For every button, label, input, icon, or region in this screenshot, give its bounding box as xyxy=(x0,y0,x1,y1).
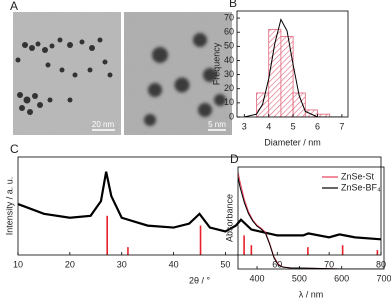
x-tick-label: 60 xyxy=(272,259,282,269)
panel-label: B xyxy=(229,0,237,10)
bar xyxy=(280,36,294,117)
x-axis-title: 2θ / ° xyxy=(189,275,211,285)
y-tick-label: 50 xyxy=(224,41,234,51)
y-tick-label: 70 xyxy=(224,12,234,22)
plot-area xyxy=(238,171,384,269)
x-tick-label: 80 xyxy=(376,259,386,269)
legend-label: ZnSe-BF₄ xyxy=(341,182,381,192)
x-axis-title: Diameter / nm xyxy=(264,137,321,147)
x-tick-label: 50 xyxy=(220,259,230,269)
x-tick-label: 20 xyxy=(65,259,75,269)
panel-label: C xyxy=(10,142,19,156)
x-tick-label: 400 xyxy=(250,273,265,283)
y-tick-label: 30 xyxy=(224,69,234,79)
scale-bar-label: 20 nm xyxy=(92,120,115,129)
bar xyxy=(304,109,318,117)
x-tick-label: 70 xyxy=(324,259,334,269)
x-axis-title: λ / nm xyxy=(299,289,324,299)
bar xyxy=(292,92,306,117)
series-line xyxy=(18,171,381,241)
x-tick-label: 7 xyxy=(339,121,344,131)
y-tick-label: 20 xyxy=(224,83,234,93)
x-tick-label: 40 xyxy=(169,259,179,269)
plot-area xyxy=(18,171,381,255)
y-tick-label: 0 xyxy=(229,111,234,121)
y-axis-title: Intensity / a. u. xyxy=(4,177,14,236)
fit-curve xyxy=(244,18,342,117)
x-tick-label: 5 xyxy=(291,121,296,131)
x-tick-label: 500 xyxy=(292,273,307,283)
panel-label: D xyxy=(230,152,239,166)
x-tick-label: 700 xyxy=(376,273,391,283)
y-tick-label: 60 xyxy=(224,27,234,37)
x-tick-label: 3 xyxy=(242,121,247,131)
scale-bar-label: 5 nm xyxy=(208,120,226,129)
micrograph-high: 5 nm xyxy=(124,12,232,135)
axis-frame xyxy=(17,156,382,256)
y-axis-title: Absorbance xyxy=(224,194,234,242)
x-tick-label: 4 xyxy=(266,121,271,131)
plot-area xyxy=(244,18,342,117)
axis-frame xyxy=(237,166,385,270)
series-line xyxy=(238,177,384,269)
x-tick-label: 10 xyxy=(13,259,23,269)
y-tick-label: 40 xyxy=(224,55,234,65)
axis-frame xyxy=(236,10,349,118)
x-tick-label: 6 xyxy=(315,121,320,131)
micrograph-low: 20 nm xyxy=(13,12,121,135)
y-axis-title: Frequency xyxy=(211,42,221,85)
y-tick-label: 10 xyxy=(224,97,234,107)
x-tick-label: 600 xyxy=(334,273,349,283)
legend-label: ZnSe-St xyxy=(341,171,375,181)
x-tick-label: 30 xyxy=(117,259,127,269)
panel-label: A xyxy=(10,0,18,13)
